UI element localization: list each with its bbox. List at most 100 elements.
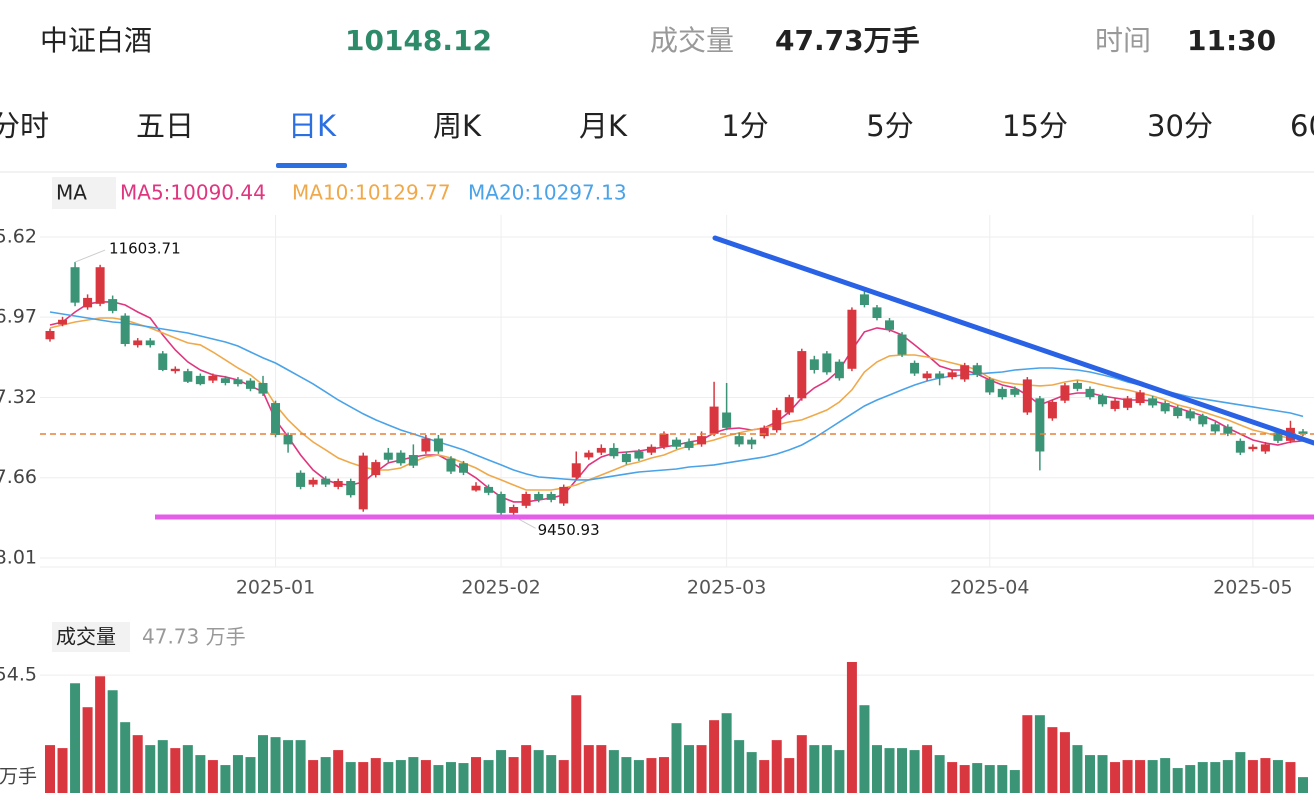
volume-bar <box>972 763 983 793</box>
candle-body <box>446 458 456 472</box>
tab[interactable]: 五日 <box>136 109 194 143</box>
candle-body <box>509 506 519 513</box>
tab[interactable]: 5分 <box>866 109 913 143</box>
candle-body <box>258 382 268 394</box>
candle-body <box>195 375 205 385</box>
volume-bar <box>583 745 594 793</box>
volume-bar <box>483 760 494 793</box>
volume-bar <box>1034 715 1045 793</box>
volume-bar <box>947 762 958 793</box>
candle-body <box>346 481 356 496</box>
tab[interactable]: 60分 <box>1290 109 1314 143</box>
candle-body <box>621 453 631 463</box>
y-tick-label: 9098.01 <box>0 547 37 569</box>
candle-body <box>1260 444 1270 452</box>
candle-body <box>960 365 970 380</box>
candle-body <box>885 320 895 330</box>
volume-bar <box>796 735 807 793</box>
candle-body <box>458 463 468 473</box>
volume-title: 成交量 <box>56 625 116 649</box>
candle-body <box>847 309 857 369</box>
price-plot <box>40 215 1314 568</box>
tab[interactable]: 月K <box>579 109 628 143</box>
candle-body <box>646 446 656 453</box>
tab[interactable]: 日K <box>288 109 337 143</box>
candle-body <box>1235 440 1245 453</box>
y-unit-label: 万手 <box>0 766 37 788</box>
candle-body <box>747 439 757 445</box>
candle-body <box>1173 407 1183 417</box>
tab[interactable]: 30分 <box>1147 109 1213 143</box>
volume-bar <box>1097 755 1108 793</box>
volume-bar <box>721 713 732 793</box>
candle-body <box>897 334 907 355</box>
volume-bar <box>270 737 281 793</box>
volume-bar <box>571 695 582 793</box>
volume-bar <box>1059 732 1070 793</box>
volume-bar <box>909 750 920 793</box>
x-tick-label: 2025-05 <box>1213 577 1292 599</box>
candle-body <box>83 297 93 308</box>
volume-bar <box>170 748 181 793</box>
volume-bar <box>834 750 845 793</box>
volume-label: 成交量 <box>650 24 734 57</box>
candle-body <box>1135 392 1145 404</box>
volume-bar <box>232 755 243 793</box>
candle-body <box>408 455 418 466</box>
candle-body <box>1248 446 1258 450</box>
candle-body <box>784 397 794 413</box>
candle-body <box>584 452 594 458</box>
volume-bar <box>1009 770 1020 793</box>
candle-body <box>58 319 68 325</box>
candle-body <box>484 486 494 493</box>
candle-body <box>709 406 719 434</box>
volume-bar <box>408 757 419 793</box>
volume-bar <box>308 760 319 793</box>
candle-body <box>1110 400 1120 409</box>
candle-body <box>383 452 393 460</box>
x-tick-label: 2025-01 <box>236 577 315 599</box>
candle-body <box>546 494 556 500</box>
candle-body <box>1022 379 1032 413</box>
candle-body <box>972 365 982 375</box>
volume-bar <box>897 748 908 793</box>
volume-bar <box>245 757 256 793</box>
candle-body <box>1223 426 1233 434</box>
candle-body <box>70 267 80 303</box>
volume-bar <box>95 676 106 793</box>
candle-body <box>296 472 306 487</box>
candle-body <box>659 433 669 447</box>
candle-body <box>1085 388 1095 398</box>
candle-body <box>208 375 218 381</box>
tab[interactable]: 15分 <box>1002 109 1068 143</box>
volume-bar <box>157 740 168 793</box>
tab[interactable]: 周K <box>433 109 482 143</box>
candle-body <box>1198 416 1208 425</box>
candle-body <box>672 439 681 447</box>
ma-line <box>49 311 1304 481</box>
volume-bar <box>1172 768 1183 793</box>
tab[interactable]: 1分 <box>721 109 768 143</box>
volume-bar <box>82 707 93 793</box>
candle-body <box>220 378 230 383</box>
tab-underline <box>276 163 347 168</box>
volume-bar <box>646 758 657 793</box>
volume-bar <box>1210 762 1221 793</box>
candle-body <box>120 315 130 344</box>
volume-bar <box>70 683 81 793</box>
volume-bar <box>1147 760 1158 793</box>
tab[interactable]: 分时 <box>0 109 49 143</box>
legend-entry: MA10:10129.77 <box>292 181 451 205</box>
candle-body <box>571 463 581 478</box>
volume-bar <box>984 765 995 793</box>
candle-body <box>145 340 155 346</box>
volume-bar <box>884 748 895 793</box>
volume-bar <box>558 760 569 793</box>
volume-bar <box>445 762 456 793</box>
candle-body <box>95 267 105 304</box>
candle-body <box>108 299 118 311</box>
candle-body <box>722 412 732 428</box>
volume-bar <box>207 760 218 793</box>
volume-bar <box>821 745 832 793</box>
